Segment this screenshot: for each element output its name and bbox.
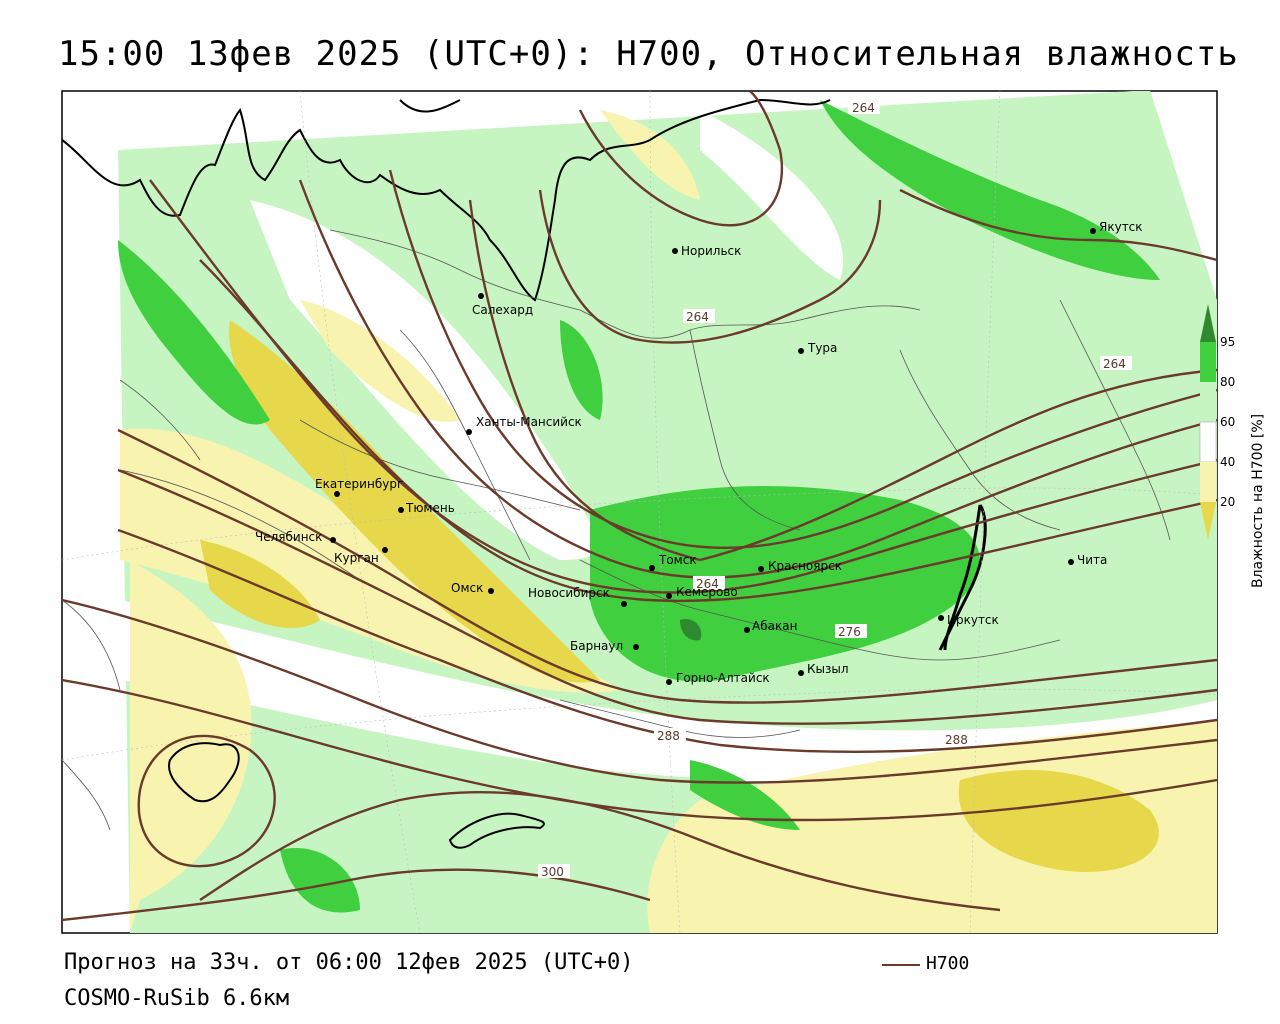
- city-label: Челябинск: [255, 530, 322, 544]
- city-label: Норильск: [681, 244, 741, 258]
- city-label: Якутск: [1099, 220, 1143, 234]
- humidity-yellow-40: [600, 110, 700, 200]
- city-label: Салехард: [472, 303, 533, 317]
- colorbar: 95 80 60 40 20 Влажность на H700 [%]: [1199, 304, 1266, 588]
- model-name: COSMO-RuSib 6.6км: [64, 986, 290, 1011]
- city-label: Чита: [1077, 553, 1107, 567]
- city-label: Горно-Алтайск: [676, 671, 770, 685]
- city-label: Курган: [334, 551, 379, 565]
- humidity-green-80: [820, 100, 1160, 280]
- colorbar-tick: 80: [1220, 375, 1235, 389]
- colorbar-tick: 60: [1220, 415, 1235, 429]
- contour-label: 300: [541, 865, 564, 879]
- colorbar-20-triangle: [1200, 502, 1216, 540]
- colorbar-80: [1200, 342, 1216, 382]
- contour-label: 264: [852, 101, 875, 115]
- colorbar-title: Влажность на H700 [%]: [1250, 414, 1266, 588]
- humidity-green-80: [118, 240, 270, 425]
- city-label: Иркутск: [947, 613, 999, 627]
- humidity-yellow-40: [130, 560, 252, 933]
- h700-legend-line: [882, 964, 920, 966]
- contour-label: 288: [657, 729, 680, 743]
- colorbar-tick: 20: [1220, 495, 1235, 509]
- lake-baikal: [938, 504, 987, 651]
- humidity-green-80: [690, 760, 800, 830]
- colorbar-40: [1200, 462, 1216, 502]
- caspian-outline: [168, 742, 240, 803]
- humidity-yellow-20: [200, 540, 320, 629]
- contour-labels: 264 264 264 264 276 288 288 300: [538, 100, 1132, 879]
- coastline: [62, 107, 651, 302]
- contour-label: 276: [838, 625, 861, 639]
- graticule: [62, 91, 1217, 933]
- humidity-green-80: [560, 320, 603, 420]
- humidity-yellow-20: [229, 320, 600, 683]
- humidity-green-80: [280, 848, 360, 913]
- colorbar-tick: 95: [1220, 335, 1235, 349]
- cities: Норильск Якутск Салехард Тура Ханты-Манс…: [255, 220, 1143, 685]
- forecast-info: Прогноз на 33ч. от 06:00 12фев 2025 (UTC…: [64, 950, 634, 975]
- contour-label: 264: [686, 310, 709, 324]
- city-label: Кызыл: [807, 662, 849, 676]
- map-title: 15:00 13фев 2025 (UTC+0): H700, Относите…: [58, 34, 1239, 74]
- humidity-green-95: [680, 619, 702, 641]
- city-label: Омск: [451, 581, 483, 595]
- city-label: Кемерово: [676, 585, 738, 599]
- h700-legend-label: H700: [926, 953, 970, 974]
- city-label: Ханты-Мансийск: [476, 415, 582, 429]
- h700-contours: [62, 91, 1217, 922]
- humidity-yellow-40: [647, 720, 1217, 933]
- colorbar-white: [1199, 421, 1217, 463]
- city-label: Томск: [658, 553, 697, 567]
- city-label: Новосибирск: [528, 586, 610, 600]
- city-label: Барнаул: [570, 639, 623, 653]
- humidity-white-band: [700, 110, 844, 280]
- humidity-yellow-20: [958, 770, 1159, 872]
- contour-label: 264: [1103, 357, 1126, 371]
- contour-label: 288: [945, 733, 968, 747]
- balkhash-outline: [448, 812, 545, 849]
- city-label: Абакан: [752, 619, 797, 633]
- colorbar-60: [1200, 382, 1216, 422]
- colorbar-95-triangle: [1200, 304, 1216, 342]
- contour-label: 264: [696, 577, 719, 591]
- humidity-yellow-40: [300, 300, 460, 422]
- city-label: Красноярск: [768, 559, 842, 573]
- coastline: [399, 98, 831, 141]
- city-label: Тюмень: [405, 501, 455, 515]
- city-label: Тура: [807, 341, 837, 355]
- colorbar-tick: 40: [1220, 455, 1235, 469]
- city-label: Екатеринбург: [315, 477, 403, 491]
